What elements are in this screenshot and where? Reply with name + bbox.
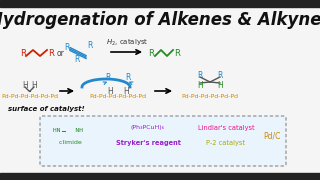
Text: Hydrogenation of Alkenes & Alkynes: Hydrogenation of Alkenes & Alkynes xyxy=(0,11,320,29)
Text: H: H xyxy=(123,87,129,96)
FancyBboxPatch shape xyxy=(40,116,286,166)
Text: R: R xyxy=(65,42,70,51)
Text: H: H xyxy=(197,80,203,89)
Text: R: R xyxy=(174,50,180,59)
Text: H: H xyxy=(107,87,113,96)
Bar xyxy=(0,0,320,7)
Text: R: R xyxy=(48,50,54,59)
Bar xyxy=(0,173,320,180)
Text: R: R xyxy=(217,71,223,80)
Text: Pd-Pd-Pd-Pd-Pd-Pd: Pd-Pd-Pd-Pd-Pd-Pd xyxy=(181,94,238,100)
Text: surface of catalyst!: surface of catalyst! xyxy=(8,106,85,112)
Text: Pd-Pd-Pd-Pd-Pd-Pd: Pd-Pd-Pd-Pd-Pd-Pd xyxy=(90,94,147,100)
Text: Pd-Pd-Pd-Pd-Pd-Pd: Pd-Pd-Pd-Pd-Pd-Pd xyxy=(2,94,59,100)
Text: P-2 catalyst: P-2 catalyst xyxy=(206,140,245,146)
Text: Pd/C: Pd/C xyxy=(263,132,281,141)
Text: Lindlar's catalyst: Lindlar's catalyst xyxy=(198,125,254,131)
Text: Stryker's reagent: Stryker's reagent xyxy=(116,140,180,146)
Text: R: R xyxy=(87,42,92,51)
Text: H: H xyxy=(31,80,37,89)
Text: R: R xyxy=(105,73,111,82)
Text: R: R xyxy=(125,73,131,82)
Text: HN    NH: HN NH xyxy=(53,127,83,132)
Text: R: R xyxy=(197,71,203,80)
Text: H: H xyxy=(217,80,223,89)
Text: R: R xyxy=(74,55,79,64)
Text: H: H xyxy=(22,80,28,89)
Text: R: R xyxy=(20,50,26,59)
Text: or: or xyxy=(57,48,65,57)
Text: R: R xyxy=(148,50,154,59)
Text: climide: climide xyxy=(55,141,81,145)
Text: $H_2$, catalyst: $H_2$, catalyst xyxy=(106,38,148,48)
Text: (Ph₃PCuH)₆: (Ph₃PCuH)₆ xyxy=(131,125,165,130)
